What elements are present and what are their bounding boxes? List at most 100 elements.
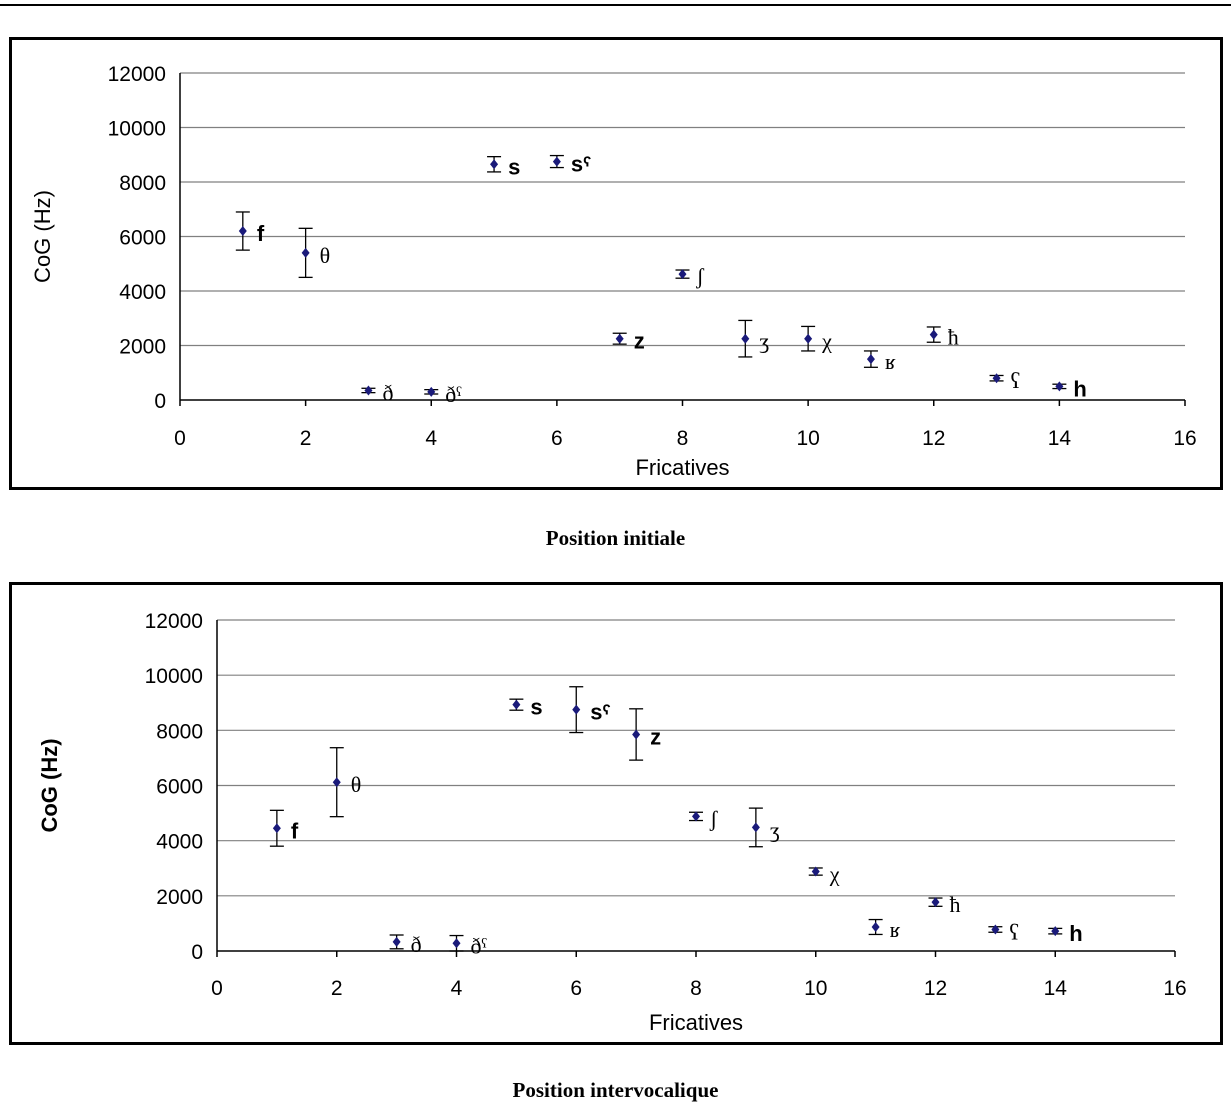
chart-initial: 0 2000 4000 6000 8000 10000 12000 0 2 4 6 8 10 12 14 16… [9, 37, 1223, 490]
x-tick-label: 12 [924, 977, 947, 1000]
caption-initial: Position initiale [545, 526, 686, 550]
point-label: θ [320, 243, 331, 268]
y-tick-label: 0 [191, 941, 203, 964]
point-marker [427, 386, 436, 397]
data-point: h [1048, 921, 1083, 946]
chart-intervocalic-plot: 0 2000 4000 6000 8000 10000 12000 0 2 4 6 8 10 12 14 16… [37, 610, 1187, 1035]
point-label: z [634, 329, 645, 354]
chart-initial-plot: 0 2000 4000 6000 8000 10000 12000 0 2 4 6 8 10 12 14 16… [30, 63, 1197, 480]
point-label: ð [411, 932, 422, 957]
x-tick-label: 16 [1173, 427, 1196, 450]
point-label: ʃ [709, 806, 718, 831]
point-label: χ [821, 329, 832, 354]
x-tick-label: 16 [1163, 977, 1186, 1000]
x-tick-label: 12 [922, 427, 945, 450]
data-point: sˤ [569, 686, 611, 734]
point-label: ðˤ [471, 933, 488, 958]
top-rule [0, 4, 1231, 6]
y-tick-label: 6000 [119, 227, 166, 250]
x-axis-label: Fricatives [635, 455, 729, 480]
point-marker [615, 333, 624, 344]
point-label: ħ [948, 325, 959, 350]
point-label: s [530, 695, 542, 720]
point-marker [751, 822, 760, 833]
data-point: f [235, 211, 265, 251]
y-tick-label: 10000 [108, 118, 166, 141]
point-label: f [291, 818, 299, 843]
point-label: s [508, 154, 520, 179]
data-point: sˤ [549, 152, 592, 177]
point-marker [572, 704, 581, 715]
point-marker [1055, 381, 1064, 392]
x-tick-label: 6 [551, 427, 563, 450]
data-point: f [269, 809, 299, 847]
x-tick-label: 2 [331, 977, 343, 1000]
x-tick-label: 6 [570, 977, 582, 1000]
point-label: sˤ [571, 152, 592, 177]
point-marker [741, 333, 750, 344]
data-point: ð [389, 932, 422, 957]
point-marker [804, 333, 813, 344]
point-label: ʁ [890, 917, 901, 942]
data-point: χ [801, 325, 832, 354]
x-tick-label: 8 [690, 977, 702, 1000]
point-label: ʃ [696, 264, 705, 289]
point-marker [871, 922, 880, 933]
caption-intervocalic: Position intervocalique [512, 1078, 719, 1102]
y-tick-label: 6000 [156, 776, 203, 799]
data-point: z [629, 708, 661, 761]
point-marker [632, 729, 641, 740]
data-point: s [509, 695, 543, 720]
y-tick-label: 10000 [145, 665, 203, 688]
data-point: ʃ [675, 264, 705, 289]
point-label: sˤ [590, 700, 611, 725]
point-marker [238, 226, 247, 237]
point-marker [1051, 926, 1060, 937]
point-marker [929, 329, 938, 340]
point-label: ʒ [759, 329, 769, 354]
point-marker [272, 823, 281, 834]
point-label: ʕ [1011, 368, 1021, 393]
point-marker [931, 897, 940, 908]
point-marker [512, 699, 521, 710]
data-point: ʁ [868, 917, 901, 942]
point-label: ħ [950, 892, 961, 917]
data-point: ðˤ [424, 382, 462, 407]
x-axis-label: Fricatives [649, 1010, 743, 1035]
data-point: ħ [928, 892, 961, 917]
point-marker [811, 866, 820, 877]
x-tick-label: 0 [174, 427, 186, 450]
x-tick-label: 10 [804, 977, 827, 1000]
data-point: ʒ [748, 807, 780, 848]
point-label: z [650, 724, 661, 749]
x-tick-label: 14 [1044, 977, 1068, 1000]
point-marker [678, 269, 687, 280]
point-marker [364, 385, 373, 396]
data-point: ħ [926, 325, 959, 350]
data-point: ð [361, 380, 393, 405]
y-tick-label: 2000 [156, 886, 203, 909]
point-marker [992, 373, 1001, 384]
x-tick-label: 4 [425, 427, 437, 450]
x-tick-label: 8 [677, 427, 689, 450]
point-marker [332, 777, 341, 788]
data-point: ʁ [863, 349, 896, 374]
y-tick-label: 0 [154, 390, 166, 413]
point-marker [452, 938, 461, 949]
point-label: χ [829, 862, 840, 887]
point-label: f [257, 221, 265, 246]
point-label: h [1069, 921, 1082, 946]
point-marker [552, 156, 561, 167]
point-label: ʒ [770, 817, 780, 842]
data-point: ʃ [689, 806, 718, 831]
y-axis-label: CoG (Hz) [30, 190, 55, 283]
chart-intervocalic: 0 2000 4000 6000 8000 10000 12000 0 2 4 6 8 10 12 14 16… [9, 582, 1223, 1045]
data-point: ðˤ [449, 933, 488, 958]
point-marker [490, 159, 499, 170]
point-marker [866, 354, 875, 365]
point-label: ʁ [885, 349, 896, 374]
point-label: ðˤ [445, 382, 462, 407]
point-marker [301, 247, 310, 258]
y-axis-label: CoG (Hz) [37, 738, 62, 832]
x-tick-label: 0 [211, 977, 223, 1000]
